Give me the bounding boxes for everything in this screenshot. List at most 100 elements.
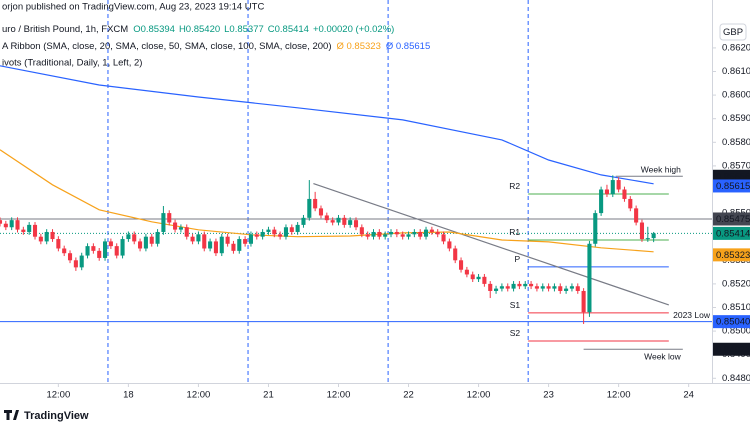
candle-body bbox=[634, 208, 639, 223]
candle-body bbox=[494, 288, 499, 291]
candle-body bbox=[406, 234, 411, 237]
price-badge-label: 0.85656 bbox=[716, 171, 750, 182]
price-badge-label: 0.85323 bbox=[716, 250, 750, 261]
candle-body bbox=[523, 283, 528, 287]
candle-body bbox=[108, 241, 113, 247]
candle-body bbox=[120, 239, 125, 256]
candle-body bbox=[365, 234, 370, 237]
candle-body bbox=[260, 231, 265, 237]
y-tick-label: 0.86200 bbox=[722, 42, 750, 53]
candle-body bbox=[599, 189, 604, 214]
candle-body bbox=[470, 274, 475, 280]
symbol: uro / British Pound, 1h, FXCM bbox=[2, 24, 128, 35]
x-tick-label: 18 bbox=[123, 390, 134, 401]
candle-body bbox=[447, 241, 452, 249]
x-tick-label: 12:00 bbox=[187, 390, 211, 401]
candle-body bbox=[67, 253, 73, 261]
candle-body bbox=[254, 234, 259, 237]
candle-body bbox=[441, 234, 446, 242]
candle-body bbox=[161, 213, 166, 232]
brand: TradingView bbox=[4, 410, 89, 422]
candle-body bbox=[79, 255, 84, 268]
candle-body bbox=[476, 276, 481, 280]
candle-body bbox=[546, 286, 551, 289]
currency: GBP bbox=[723, 27, 743, 38]
candle-body bbox=[149, 236, 154, 244]
candle-body bbox=[388, 231, 394, 235]
candle-body bbox=[423, 229, 429, 237]
candle-body bbox=[622, 189, 627, 199]
candle-body bbox=[313, 198, 318, 209]
pivots-line: ivots (Traditional, Daily, 1, Left, 2) bbox=[2, 58, 142, 69]
level-label: Week low bbox=[644, 352, 682, 362]
candle-body bbox=[32, 224, 38, 237]
price-badge bbox=[713, 248, 750, 262]
candle-body bbox=[208, 241, 213, 249]
candle-body bbox=[9, 220, 14, 228]
candle-body bbox=[27, 224, 32, 232]
candle-body bbox=[499, 286, 504, 289]
candle-body bbox=[505, 286, 510, 289]
candle-body bbox=[3, 223, 8, 228]
candle-body bbox=[324, 215, 329, 221]
pivot-label: R2 bbox=[509, 181, 520, 191]
candle-body bbox=[558, 286, 563, 291]
axes: 0.848000.849000.850000.851000.852000.853… bbox=[46, 42, 750, 401]
candle-body bbox=[289, 227, 294, 232]
candle-body bbox=[651, 233, 656, 239]
candle-body bbox=[336, 217, 341, 223]
price-badge-label: 0.85475 bbox=[716, 214, 750, 225]
candle-body bbox=[581, 290, 586, 313]
close: C0.85414 bbox=[268, 24, 309, 35]
candle-body bbox=[517, 283, 522, 287]
candle-body bbox=[552, 286, 557, 289]
change: +0.00020 (+0.02%) bbox=[313, 24, 394, 35]
candle-body bbox=[645, 238, 650, 240]
x-tick-label: 12:00 bbox=[46, 390, 70, 401]
candle-body bbox=[377, 231, 382, 237]
candle-body bbox=[143, 236, 148, 249]
header: orjon published on TradingView.com, Aug … bbox=[2, 2, 430, 69]
x-tick-label: 21 bbox=[263, 390, 274, 401]
candle-body bbox=[184, 227, 189, 237]
candle-body bbox=[278, 234, 283, 237]
level-label: Week high bbox=[641, 165, 681, 175]
candle-body bbox=[616, 180, 621, 190]
candle-body bbox=[342, 217, 347, 225]
candle-body bbox=[231, 243, 236, 251]
candle-body bbox=[318, 208, 324, 216]
candle-body bbox=[394, 231, 399, 235]
candle-body bbox=[62, 248, 67, 254]
candle-body bbox=[21, 229, 26, 232]
x-tick-label: 12:00 bbox=[327, 390, 351, 401]
candle-body bbox=[155, 231, 160, 244]
pivot-label: P bbox=[514, 254, 520, 264]
candle-body bbox=[534, 286, 539, 289]
x-tick-label: 12:00 bbox=[467, 390, 491, 401]
candle-body bbox=[272, 229, 277, 235]
candle-body bbox=[359, 227, 364, 235]
candle-body bbox=[610, 180, 615, 195]
candle-body bbox=[15, 220, 20, 230]
price-badge bbox=[713, 342, 750, 356]
candle-body bbox=[0, 220, 3, 224]
brand-name: TradingView bbox=[24, 410, 89, 422]
candle-body bbox=[167, 213, 172, 223]
candle-body bbox=[593, 213, 598, 244]
candle-body bbox=[330, 220, 335, 223]
ribbon-value: Ø 0.85615 bbox=[386, 41, 430, 52]
candle-body bbox=[453, 248, 458, 261]
ribbon: A Ribbon (SMA, close, 20, SMA, close, 50… bbox=[2, 41, 331, 52]
candle-body bbox=[190, 236, 195, 242]
candle-body bbox=[225, 236, 230, 244]
candle-body bbox=[114, 246, 119, 256]
publisher: orjon published on TradingView.com, Aug … bbox=[2, 2, 264, 13]
candle-body bbox=[91, 246, 96, 251]
price-badge bbox=[713, 315, 750, 329]
candle-body bbox=[564, 288, 569, 291]
candle-body bbox=[639, 222, 645, 240]
